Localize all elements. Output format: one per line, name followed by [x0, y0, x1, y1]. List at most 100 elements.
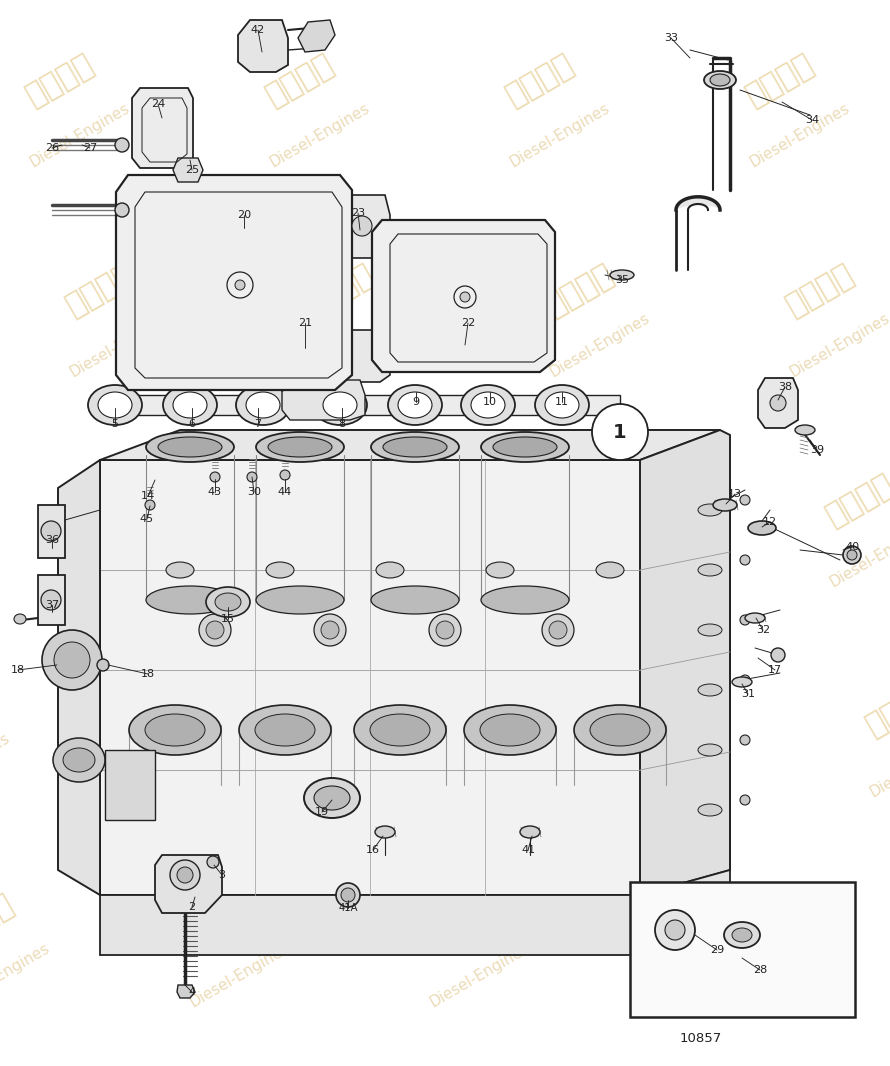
Text: Diesel-Engines: Diesel-Engines — [587, 520, 692, 589]
Ellipse shape — [486, 562, 514, 578]
Ellipse shape — [323, 392, 357, 418]
Ellipse shape — [732, 928, 752, 942]
Text: 12: 12 — [763, 517, 777, 527]
Text: 紫发动力: 紫发动力 — [101, 469, 179, 531]
Text: Diesel-Engines: Diesel-Engines — [267, 100, 373, 169]
Circle shape — [280, 470, 290, 480]
Circle shape — [177, 867, 193, 883]
Ellipse shape — [146, 432, 234, 462]
Text: 29: 29 — [710, 944, 724, 955]
Text: 18: 18 — [141, 669, 155, 679]
Ellipse shape — [698, 624, 722, 636]
Circle shape — [321, 621, 339, 639]
Ellipse shape — [313, 385, 367, 425]
Text: Diesel-Engines: Diesel-Engines — [68, 310, 173, 379]
Text: Diesel-Engines: Diesel-Engines — [0, 730, 12, 800]
Polygon shape — [132, 88, 193, 168]
Text: 41A: 41A — [338, 903, 358, 912]
Text: Diesel-Engines: Diesel-Engines — [387, 730, 493, 800]
Text: Diesel-Engines: Diesel-Engines — [147, 730, 253, 800]
Polygon shape — [282, 379, 365, 420]
Ellipse shape — [215, 593, 241, 611]
Ellipse shape — [371, 432, 459, 462]
Text: 38: 38 — [778, 382, 792, 392]
Circle shape — [740, 615, 750, 625]
Ellipse shape — [314, 786, 350, 810]
Circle shape — [740, 555, 750, 565]
Polygon shape — [38, 575, 65, 625]
Text: 紫发动力: 紫发动力 — [581, 469, 659, 531]
Text: 紫发动力: 紫发动力 — [501, 49, 578, 111]
Ellipse shape — [732, 677, 752, 687]
Text: 紫发动力: 紫发动力 — [61, 259, 139, 321]
Text: 17: 17 — [768, 665, 782, 675]
Ellipse shape — [698, 564, 722, 576]
Ellipse shape — [53, 738, 105, 782]
Circle shape — [145, 500, 155, 510]
Text: Diesel-Engines: Diesel-Engines — [347, 520, 453, 589]
Polygon shape — [372, 220, 555, 372]
Circle shape — [770, 395, 786, 411]
Circle shape — [740, 675, 750, 685]
Text: 7: 7 — [255, 419, 262, 429]
Ellipse shape — [383, 437, 447, 457]
Ellipse shape — [545, 392, 579, 418]
Text: 31: 31 — [741, 689, 755, 699]
Text: 25: 25 — [185, 165, 199, 175]
Circle shape — [336, 883, 360, 907]
Polygon shape — [100, 430, 720, 461]
Text: 16: 16 — [366, 845, 380, 855]
Text: 28: 28 — [753, 965, 767, 975]
Text: 21: 21 — [298, 318, 312, 328]
Ellipse shape — [795, 425, 815, 435]
Text: 14: 14 — [141, 491, 155, 501]
Ellipse shape — [748, 521, 776, 535]
Text: 36: 36 — [45, 535, 59, 545]
Ellipse shape — [464, 705, 556, 755]
Ellipse shape — [256, 586, 344, 614]
Ellipse shape — [375, 826, 395, 838]
Ellipse shape — [98, 392, 132, 418]
Text: 紫发动力: 紫发动力 — [0, 889, 19, 951]
Text: Diesel-Engines: Diesel-Engines — [788, 310, 890, 379]
Circle shape — [843, 546, 861, 564]
Circle shape — [210, 472, 220, 482]
Ellipse shape — [256, 432, 344, 462]
Text: 35: 35 — [615, 275, 629, 285]
Text: Diesel-Engines: Diesel-Engines — [828, 520, 890, 589]
Text: 32: 32 — [756, 625, 770, 635]
Circle shape — [542, 614, 574, 646]
Ellipse shape — [206, 587, 250, 617]
Polygon shape — [640, 430, 730, 895]
Circle shape — [740, 734, 750, 745]
Polygon shape — [95, 395, 620, 415]
Ellipse shape — [398, 392, 432, 418]
Text: 39: 39 — [810, 445, 824, 455]
Text: 24: 24 — [151, 99, 166, 109]
Circle shape — [429, 614, 461, 646]
Text: 紫发动力: 紫发动力 — [381, 679, 459, 741]
Text: 6: 6 — [189, 419, 196, 429]
Ellipse shape — [173, 392, 207, 418]
Polygon shape — [105, 750, 155, 820]
Text: Diesel-Engines: Diesel-Engines — [108, 520, 213, 589]
Text: 18: 18 — [11, 665, 25, 675]
Text: 10: 10 — [483, 397, 497, 407]
Polygon shape — [38, 505, 65, 558]
Bar — [630, 882, 855, 1017]
Polygon shape — [758, 378, 798, 429]
Text: 8: 8 — [338, 419, 345, 429]
Circle shape — [352, 216, 372, 236]
Ellipse shape — [471, 392, 505, 418]
Ellipse shape — [704, 71, 736, 88]
Ellipse shape — [166, 562, 194, 578]
Circle shape — [771, 648, 785, 662]
Ellipse shape — [255, 714, 315, 746]
Polygon shape — [116, 175, 352, 390]
Text: 紫发动力: 紫发动力 — [661, 889, 739, 951]
Ellipse shape — [304, 778, 360, 818]
Text: 40: 40 — [845, 542, 859, 552]
Ellipse shape — [590, 714, 650, 746]
Ellipse shape — [354, 705, 446, 755]
Ellipse shape — [610, 270, 634, 280]
